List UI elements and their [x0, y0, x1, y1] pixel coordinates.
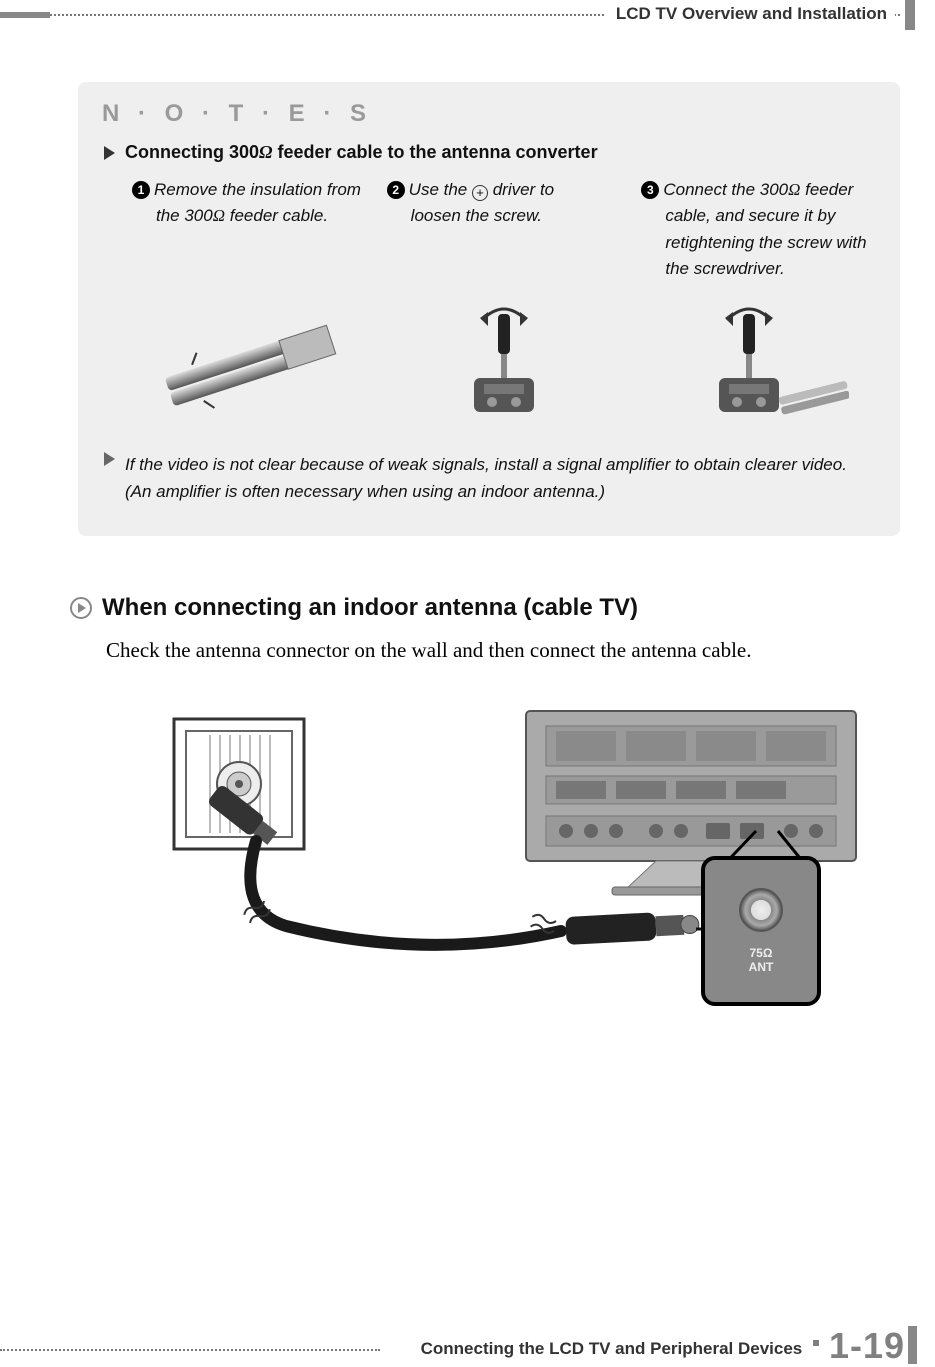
ant-label-line2: ANT: [749, 960, 774, 974]
step-badge-3: 3: [641, 181, 659, 199]
notes-subtitle-post: feeder cable to the antenna converter: [272, 142, 597, 162]
step-3-line2: cable, and secure it by: [641, 203, 876, 229]
notes-subtitle-pre: Connecting 300: [125, 142, 259, 162]
step-1-line2-post: feeder cable.: [225, 206, 328, 225]
ant-label-line1: 75Ω: [750, 946, 773, 960]
notes-tip: If the video is not clear because of wea…: [104, 452, 876, 505]
feeder-cable-strip-icon: [154, 307, 344, 417]
footer-text: Connecting the LCD TV and Peripheral Dev…: [421, 1339, 825, 1359]
illus-step-3: [641, 302, 876, 422]
ant-port-callout: 75Ω ANT: [701, 856, 821, 1006]
step-3: 3Connect the 300Ω feeder cable, and secu…: [641, 177, 876, 282]
step-3-line4: the screwdriver.: [641, 256, 876, 282]
connection-diagram: 75Ω ANT: [106, 711, 900, 1071]
step-2-line2: loosen the screw.: [387, 203, 622, 229]
illustration-row: [132, 302, 876, 422]
step-3-line1-pre: Connect the 300: [663, 180, 788, 199]
main-heading-row: When connecting an indoor antenna (cable…: [70, 594, 900, 622]
main-heading: When connecting an indoor antenna (cable…: [102, 594, 638, 622]
triangle-bullet-icon: [104, 452, 115, 466]
header-title: LCD TV Overview and Installation: [606, 0, 895, 28]
footer-dotted-rule: [0, 1349, 380, 1351]
footer-page-number: 1-19: [829, 1325, 905, 1367]
ohm-symbol: Ω: [259, 142, 272, 162]
notes-panel-title: N · O · T · E · S: [102, 100, 876, 128]
ant-port-label: 75Ω ANT: [749, 946, 774, 975]
main-section: When connecting an indoor antenna (cable…: [70, 594, 900, 1071]
step-badge-1: 1: [132, 181, 150, 199]
steps-row: 1Remove the insulation from the 300Ω fee…: [132, 177, 876, 282]
header-rule-left: [0, 12, 50, 18]
illus-step-1: [132, 302, 367, 422]
main-intro: Check the antenna connector on the wall …: [106, 638, 900, 663]
notes-tip-text: If the video is not clear because of wea…: [125, 452, 876, 505]
tv-rear-icon: [516, 701, 876, 901]
screwdriver-loosen-icon: [434, 302, 574, 422]
notes-subtitle: Connecting 300Ω feeder cable to the ante…: [104, 142, 876, 163]
notes-panel: N · O · T · E · S Connecting 300Ω feeder…: [78, 82, 900, 536]
step-1-line2-pre: the 300: [156, 206, 213, 225]
screwdriver-tighten-icon: [669, 302, 849, 422]
step-2-line1-pre: Use the: [409, 180, 472, 199]
step-1: 1Remove the insulation from the 300Ω fee…: [132, 177, 367, 282]
illus-step-2: [387, 302, 622, 422]
triangle-bullet-icon: [104, 146, 115, 160]
ohm-symbol: Ω: [213, 206, 225, 225]
play-bullet-icon: [70, 597, 92, 619]
footer-separator-icon: [813, 1340, 819, 1346]
coax-port-icon: [739, 888, 783, 932]
step-badge-2: 2: [387, 181, 405, 199]
step-2: 2Use the + driver to loosen the screw.: [387, 177, 622, 282]
phillips-driver-icon: +: [472, 185, 488, 201]
step-2-line1-post: driver to: [488, 180, 554, 199]
header-bar-right: [905, 0, 915, 30]
footer-bar-right: [908, 1326, 917, 1364]
step-3-line3: retightening the screw with: [641, 230, 876, 256]
step-1-line1: Remove the insulation from: [154, 180, 361, 199]
step-3-line1-post: feeder: [800, 180, 853, 199]
ohm-symbol: Ω: [788, 180, 800, 199]
footer-text-label: Connecting the LCD TV and Peripheral Dev…: [421, 1339, 803, 1358]
